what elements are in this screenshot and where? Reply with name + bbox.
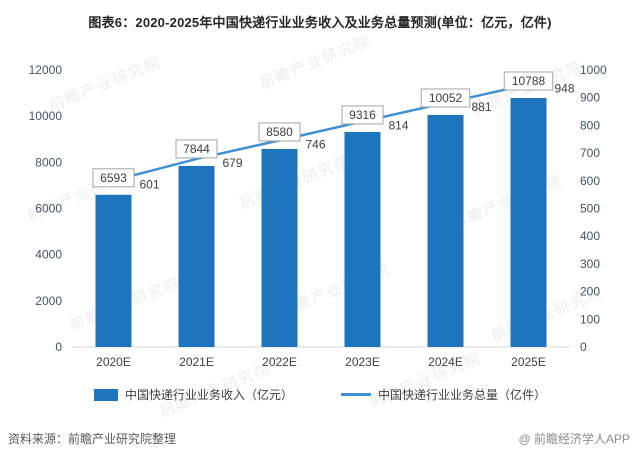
svg-text:900: 900 [580,91,600,105]
svg-text:8000: 8000 [35,155,62,169]
svg-text:2025E: 2025E [511,355,546,369]
brand-note: @ 前瞻经济学人APP [518,432,630,446]
chart-canvas: 0 2000 4000 6000 8000 10000 12000 0 100 200 300 400… [29,63,607,369]
svg-text:746: 746 [306,137,326,151]
svg-text:200: 200 [580,285,600,299]
legend-item-volume: 中国快递行业业务总量（亿件） [341,386,546,403]
svg-text:814: 814 [389,119,409,133]
svg-text:800: 800 [580,118,600,132]
svg-text:0: 0 [580,340,587,354]
svg-text:2000: 2000 [35,294,62,308]
svg-text:400: 400 [580,229,600,243]
svg-text:10052: 10052 [429,91,463,105]
svg-text:12000: 12000 [29,63,63,77]
svg-text:10000: 10000 [29,109,63,123]
svg-text:100: 100 [580,312,600,326]
svg-text:700: 700 [580,146,600,160]
svg-text:679: 679 [223,156,243,170]
svg-text:7844: 7844 [183,142,210,156]
legend-label-revenue: 中国快递行业业务收入（亿元） [124,388,293,402]
svg-text:2020E: 2020E [96,355,131,369]
svg-text:10788: 10788 [512,74,546,88]
svg-text:500: 500 [580,202,600,216]
svg-text:601: 601 [140,178,160,192]
svg-text:300: 300 [580,257,600,271]
svg-text:6000: 6000 [35,202,62,216]
legend: 中国快递行业业务收入（亿元） 中国快递行业业务总量（亿件） [0,386,640,403]
bar-series-swatch [93,388,118,401]
svg-text:2024E: 2024E [428,355,463,369]
line-series-swatch [341,393,371,396]
svg-text:6593: 6593 [100,171,127,185]
svg-text:0: 0 [55,340,62,354]
chart-title: 图表6：2020-2025年中国快递行业业务收入及业务总量预测(单位：亿元，亿件… [88,15,552,30]
svg-text:881: 881 [472,100,492,114]
svg-text:8580: 8580 [266,125,293,139]
svg-text:948: 948 [555,81,575,95]
svg-text:2023E: 2023E [345,355,380,369]
footer: 资料来源：前瞻产业研究院整理 @ 前瞻经济学人APP [8,430,630,447]
svg-text:600: 600 [580,174,600,188]
source-note: 资料来源：前瞻产业研究院整理 [8,432,177,446]
svg-text:9316: 9316 [349,108,376,122]
svg-text:1000: 1000 [580,63,607,77]
svg-text:2022E: 2022E [262,355,297,369]
legend-label-volume: 中国快递行业业务总量（亿件） [378,388,547,402]
svg-text:4000: 4000 [35,248,62,262]
legend-item-revenue: 中国快递行业业务收入（亿元） [93,386,293,403]
svg-text:2021E: 2021E [179,355,214,369]
